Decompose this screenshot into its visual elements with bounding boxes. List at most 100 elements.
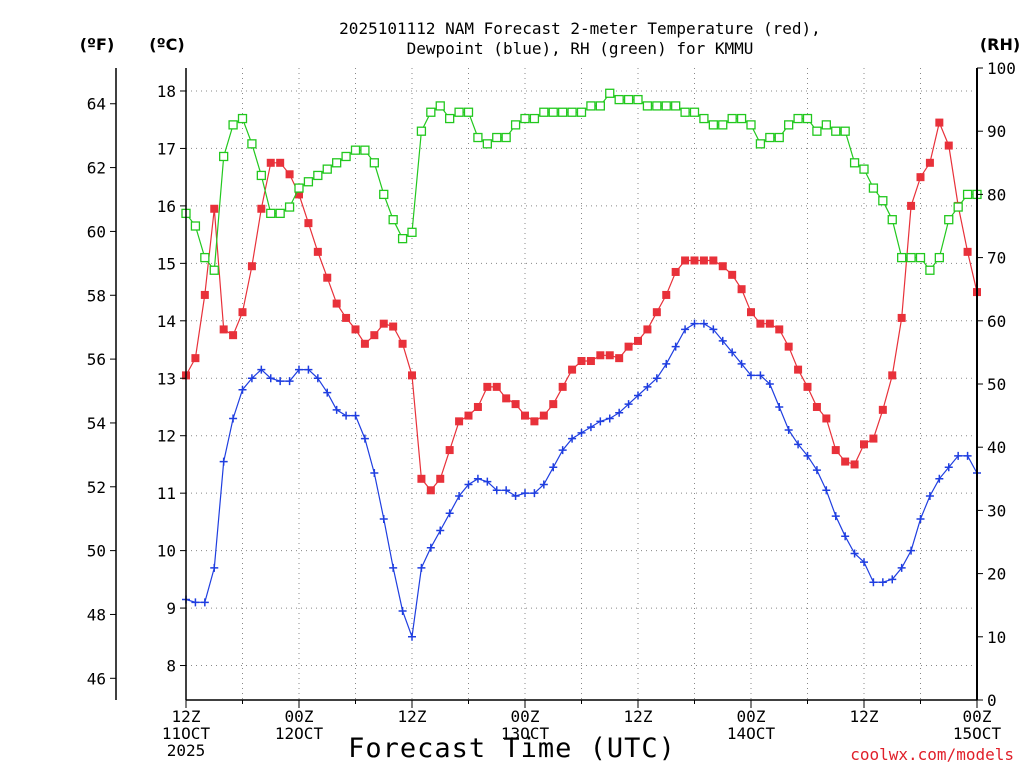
rh-point [925, 265, 935, 275]
rh-unit-label: (RH) [980, 35, 1020, 54]
rh-point [435, 101, 445, 111]
temperature-point [907, 201, 916, 210]
rh-point [605, 88, 615, 98]
dewpoint-point [690, 319, 699, 328]
rh-point [397, 233, 408, 244]
celsius-tick-label: 12 [157, 427, 176, 446]
rh-point [727, 113, 737, 124]
rh-point [944, 215, 954, 225]
rh-point [237, 113, 248, 124]
dewpoint-point [709, 325, 718, 334]
rh-point [379, 189, 389, 200]
fahrenheit-tick-label: 64 [87, 95, 106, 114]
temperature-point [247, 262, 256, 271]
rh-point [680, 107, 690, 117]
temperature-point [624, 342, 633, 351]
rh-point [831, 126, 841, 136]
rh-tick-label: 80 [987, 185, 1006, 204]
rh-point [332, 158, 342, 168]
dewpoint-point [671, 342, 680, 351]
axes-layer: 8 9 10 11 12 13 14 15 16 17 18 46 48 50 52 54 56 58 60 62 64… [87, 59, 1016, 760]
temperature-point [784, 342, 793, 351]
rh-point [661, 101, 671, 111]
temperature-point [530, 417, 539, 426]
celsius-tick-label: 18 [157, 82, 176, 101]
rh-point [360, 145, 370, 155]
rh-point [322, 164, 332, 174]
rh-point [934, 252, 944, 263]
celsius-unit-label: (ºC) [149, 35, 184, 54]
rh-point [652, 101, 662, 111]
rh-point [416, 126, 427, 136]
x-tick-label: 13OCT [501, 724, 550, 743]
fahrenheit-tick-label: 56 [87, 350, 106, 369]
rh-point [962, 189, 973, 200]
dewpoint-point [765, 380, 774, 388]
temperature-point [916, 173, 925, 182]
dewpoint-series-line [185, 323, 978, 638]
dewpoint-point [511, 492, 520, 501]
temperature-point [765, 319, 774, 328]
fahrenheit-tick-label: 60 [87, 222, 106, 241]
temperature-point [850, 460, 859, 469]
rh-point [878, 196, 888, 206]
x-tick-label: 14OCT [727, 724, 776, 743]
rh-tick-label: 0 [987, 691, 997, 710]
rh-point [586, 101, 596, 111]
dewpoint-point [681, 325, 690, 334]
fahrenheit-unit-label: (ºF) [80, 35, 115, 54]
dewpoint-point [210, 563, 219, 572]
chart-title-line2: Dewpoint (blue), RH (green) for KMMU [407, 39, 754, 58]
temperature-point [379, 319, 388, 328]
temperature-point [200, 290, 209, 299]
dewpoint-point [935, 474, 944, 483]
temperature-point [360, 339, 369, 348]
celsius-tick-label: 16 [157, 197, 176, 216]
dewpoint-point [417, 563, 426, 572]
dewpoint-point [860, 558, 868, 567]
fahrenheit-tick-label: 58 [87, 286, 106, 305]
dewpoint-point [869, 578, 878, 587]
temperature-point [464, 411, 473, 420]
temperature-point [238, 308, 247, 317]
temperature-point [276, 158, 285, 167]
rh-point [266, 208, 276, 219]
dewpoint-point [634, 391, 642, 400]
dewpoint-point [530, 489, 539, 498]
rh-tick-label: 70 [987, 249, 1006, 268]
temperature-point [605, 351, 614, 360]
rh-point [784, 120, 794, 130]
dewpoint-point [568, 434, 577, 443]
x-tick-label: 15OCT [953, 724, 1002, 743]
fahrenheit-tick-label: 48 [87, 605, 106, 624]
temperature-point [963, 247, 972, 256]
rh-point [313, 170, 323, 181]
temperature-point [304, 219, 313, 228]
x-tick-label: 12Z [624, 707, 653, 726]
rh-point [294, 183, 304, 193]
dewpoint-point [812, 466, 821, 475]
dewpoint-point [577, 428, 586, 437]
x-tick-label: 11OCT [162, 724, 211, 743]
temperature-point [473, 402, 482, 411]
temperature-point [558, 382, 567, 391]
temperature-point [671, 267, 680, 276]
temperature-point [775, 325, 784, 334]
rh-point [256, 170, 266, 181]
temperature-point [634, 336, 642, 345]
temperature-point [210, 204, 219, 213]
rh-point [558, 107, 568, 117]
temperature-point [822, 414, 831, 423]
temperature-point [521, 411, 529, 420]
temperature-point [351, 325, 360, 334]
temperature-point [539, 411, 548, 420]
rh-point [642, 101, 653, 111]
dewpoint-point [445, 509, 454, 518]
temperature-point [652, 308, 661, 317]
temperature-point [445, 446, 454, 455]
temperature-point [803, 382, 812, 391]
temperature-point [888, 371, 897, 380]
rh-point [953, 202, 963, 212]
dewpoint-point [907, 546, 916, 555]
